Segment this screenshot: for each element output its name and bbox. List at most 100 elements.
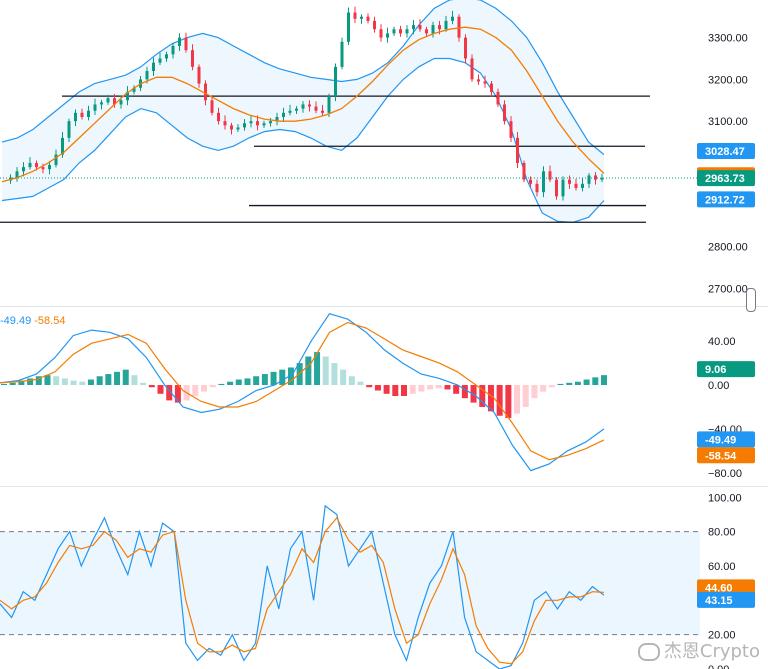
candle-body — [314, 106, 318, 111]
macd-histogram-bar — [218, 383, 225, 386]
macd-histogram-bar — [287, 367, 294, 386]
macd-histogram-bar — [348, 376, 355, 386]
macd-histogram-bar — [253, 376, 260, 386]
candle-body — [568, 179, 571, 184]
axis-tick-label: 20.00 — [708, 630, 736, 642]
macd-histogram-bar — [566, 382, 573, 386]
candle-body — [535, 183, 539, 193]
price-tag-label: -58.54 — [705, 450, 737, 462]
candle-body — [360, 16, 363, 19]
macd-histogram-bar — [409, 385, 416, 394]
macd-histogram-bar — [209, 385, 216, 388]
candle-body — [444, 20, 448, 30]
candle-body — [80, 112, 84, 117]
candle-body — [399, 29, 402, 34]
candle-body — [100, 102, 103, 105]
candle-body — [574, 183, 578, 189]
candle-body — [431, 25, 435, 34]
macd-histogram-bar — [487, 385, 494, 412]
candle-body — [236, 127, 240, 130]
stochastic-pane — [0, 504, 700, 669]
axis-tick-label: 2800.00 — [708, 242, 748, 254]
candle-body — [366, 16, 370, 21]
candle-body — [22, 167, 25, 172]
price-tag — [697, 579, 755, 596]
macd-histogram-bar — [601, 375, 607, 386]
candle-body — [353, 12, 357, 19]
candle-body — [587, 175, 591, 184]
candle-body — [152, 62, 155, 72]
macd-histogram-bar — [1, 383, 7, 386]
price-tag-label: 44.60 — [705, 582, 733, 594]
candle-body — [295, 108, 298, 111]
macd-histogram-bar — [244, 378, 251, 386]
macd-histogram-bar — [235, 379, 242, 386]
macd-histogram-bar — [61, 378, 68, 386]
watermark: 杰恩Crypto — [637, 637, 760, 663]
candle-body — [217, 112, 220, 122]
macd-histogram-bar — [270, 371, 277, 386]
macd-histogram-bar — [496, 385, 503, 416]
candle-body — [61, 137, 64, 155]
macd-histogram-bar — [35, 376, 42, 386]
candle-body — [106, 98, 110, 103]
macd-histogram-bar — [514, 385, 521, 414]
candle-body — [87, 110, 90, 117]
macd-histogram-bar — [314, 352, 321, 386]
price-tag-label: 9.06 — [705, 364, 726, 376]
macd-histogram-bar — [548, 385, 555, 388]
price-axis: 3300.00 3200.00 3100.00 2800.00 2700.00 40.00… — [697, 33, 755, 669]
candle-body — [438, 25, 441, 30]
macd-histogram-bar — [357, 381, 364, 386]
candle-body — [54, 154, 58, 166]
candle-body — [158, 58, 162, 63]
candle-body — [542, 171, 545, 193]
price-pane — [0, 0, 700, 223]
candle-body — [594, 175, 597, 180]
macd-histogram-bar — [435, 385, 442, 389]
macd-histogram-bar — [366, 385, 373, 388]
axis-tick-label: 100.00 — [708, 492, 742, 504]
scale-handle[interactable] — [746, 288, 756, 312]
candle-body — [470, 58, 474, 80]
candle-body — [373, 20, 376, 30]
macd-histogram-bar — [114, 371, 121, 386]
candle-body — [327, 96, 331, 113]
candle-body — [490, 83, 493, 92]
candle-body — [275, 116, 279, 122]
candle-body — [165, 54, 168, 59]
macd-histogram-bar — [227, 381, 234, 386]
candle-body — [600, 177, 604, 180]
candle-body — [561, 179, 565, 197]
candle-body — [28, 162, 32, 168]
candle-body — [230, 125, 233, 130]
macd-histogram-bar — [174, 385, 181, 403]
candle-body — [178, 37, 181, 46]
macd-histogram-bar — [96, 376, 103, 386]
axis-tick-label: 3100.00 — [708, 116, 748, 128]
candle-body — [347, 12, 350, 42]
candle-body — [379, 29, 383, 38]
candle-body — [425, 29, 428, 34]
candle-body — [282, 112, 285, 117]
candle-body — [503, 104, 506, 122]
macd-histogram-bar — [18, 380, 25, 386]
macd-pane — [0, 312, 607, 472]
candle-body — [392, 29, 396, 34]
candle-body — [386, 33, 389, 38]
macd-histogram-bar — [540, 385, 547, 392]
signal-line-value: -58.54 — [34, 315, 66, 327]
macd-histogram-bar — [53, 376, 60, 386]
macd-histogram-bar — [331, 363, 338, 386]
candle-body — [113, 98, 116, 105]
candle-body — [269, 121, 272, 124]
candle-body — [210, 100, 214, 113]
pane-separator — [0, 306, 768, 307]
price-tag-label: 43.15 — [705, 595, 733, 607]
macd-histogram-bar — [574, 381, 581, 386]
axis-tick-label: 40.00 — [708, 336, 736, 348]
candle-body — [243, 123, 246, 128]
watermark-icon — [637, 643, 660, 661]
candle-body — [204, 83, 207, 101]
